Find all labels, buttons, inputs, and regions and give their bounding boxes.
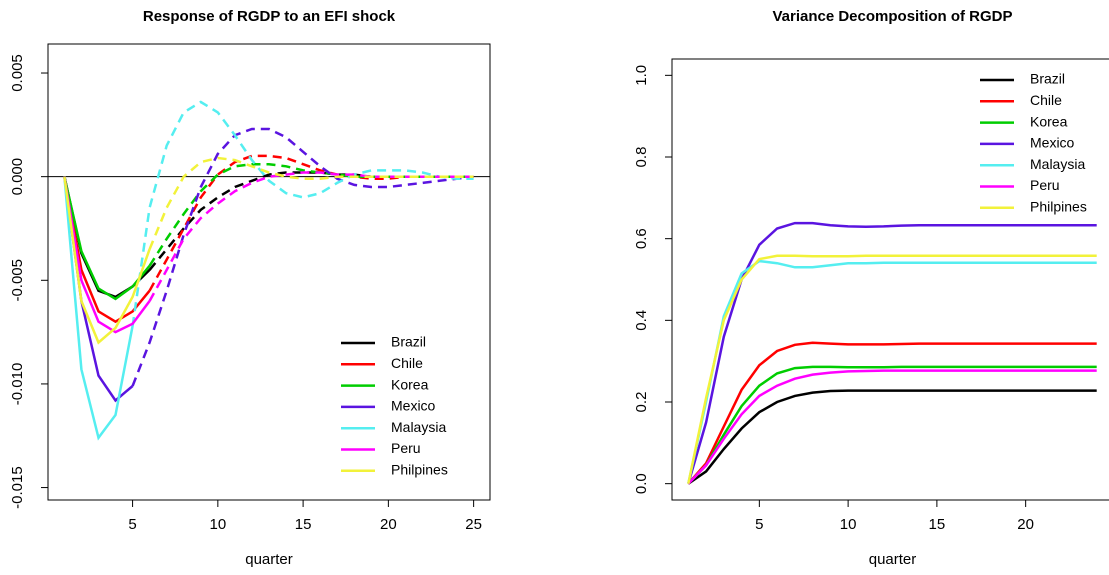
legend-label: Korea	[391, 376, 429, 392]
legend-label: Chile	[1030, 92, 1062, 108]
chart-title: Response of RGDP to an EFI shock	[143, 8, 396, 25]
series-line	[687, 221, 1097, 485]
series-line	[63, 176, 134, 441]
legend-label: Philpines	[1030, 199, 1087, 215]
series-line	[687, 389, 1097, 485]
series-line	[63, 176, 151, 334]
legend-label: Korea	[1030, 113, 1068, 129]
y-tick-label: 1.0	[633, 65, 650, 86]
y-tick-label: -0.010	[9, 363, 26, 406]
series-line	[148, 162, 474, 267]
legend-label: Peru	[391, 440, 421, 456]
series-line	[687, 259, 1097, 484]
y-tick-label: -0.015	[9, 466, 26, 509]
x-tick-label: 10	[840, 516, 857, 533]
y-tick-label: 0.0	[633, 473, 650, 494]
series-line	[131, 100, 474, 327]
panel: Response of RGDP to an EFI shock quarter 5…	[9, 8, 491, 568]
legend-label: Brazil	[1030, 71, 1065, 87]
chart-title: Variance Decomposition of RGDP	[772, 8, 1012, 25]
legend-label: Philpines	[391, 462, 448, 478]
legend-label: Malaysia	[1030, 156, 1085, 172]
x-tick-label: 15	[929, 516, 946, 533]
y-tick-label: 0.8	[633, 147, 650, 168]
legend-label: Brazil	[391, 334, 426, 350]
panel: Variance Decomposition of RGDP quarter 5 10…	[633, 8, 1109, 568]
series-line	[131, 127, 474, 387]
x-axis-label: quarter	[245, 551, 293, 568]
series-line	[63, 176, 151, 345]
series-line	[148, 156, 474, 250]
y-tick-label: -0.005	[9, 259, 26, 302]
x-tick-label: 20	[380, 516, 397, 533]
series-line	[687, 369, 1097, 485]
series-line	[148, 171, 474, 302]
legend-label: Mexico	[391, 398, 436, 414]
legend-label: Peru	[1030, 177, 1060, 193]
x-tick-label: 5	[755, 516, 763, 533]
x-tick-label: 25	[465, 516, 482, 533]
y-tick-label: 0.005	[9, 54, 26, 92]
legend-label: Chile	[391, 355, 423, 371]
x-tick-label: 10	[209, 516, 226, 533]
y-tick-label: 0.6	[633, 228, 650, 249]
x-tick-label: 5	[128, 516, 136, 533]
series-line	[63, 176, 151, 301]
x-axis-label: quarter	[869, 551, 917, 568]
series-line	[687, 365, 1097, 485]
y-tick-label: 0.4	[633, 310, 650, 331]
series-line	[687, 254, 1097, 484]
legend-label: Malaysia	[391, 419, 446, 435]
legend-label: Mexico	[1030, 135, 1075, 151]
y-tick-label: 0.000	[9, 158, 26, 196]
y-tick-label: 0.2	[633, 392, 650, 413]
series-line	[687, 341, 1097, 485]
x-tick-label: 15	[295, 516, 312, 533]
x-tick-label: 20	[1017, 516, 1034, 533]
